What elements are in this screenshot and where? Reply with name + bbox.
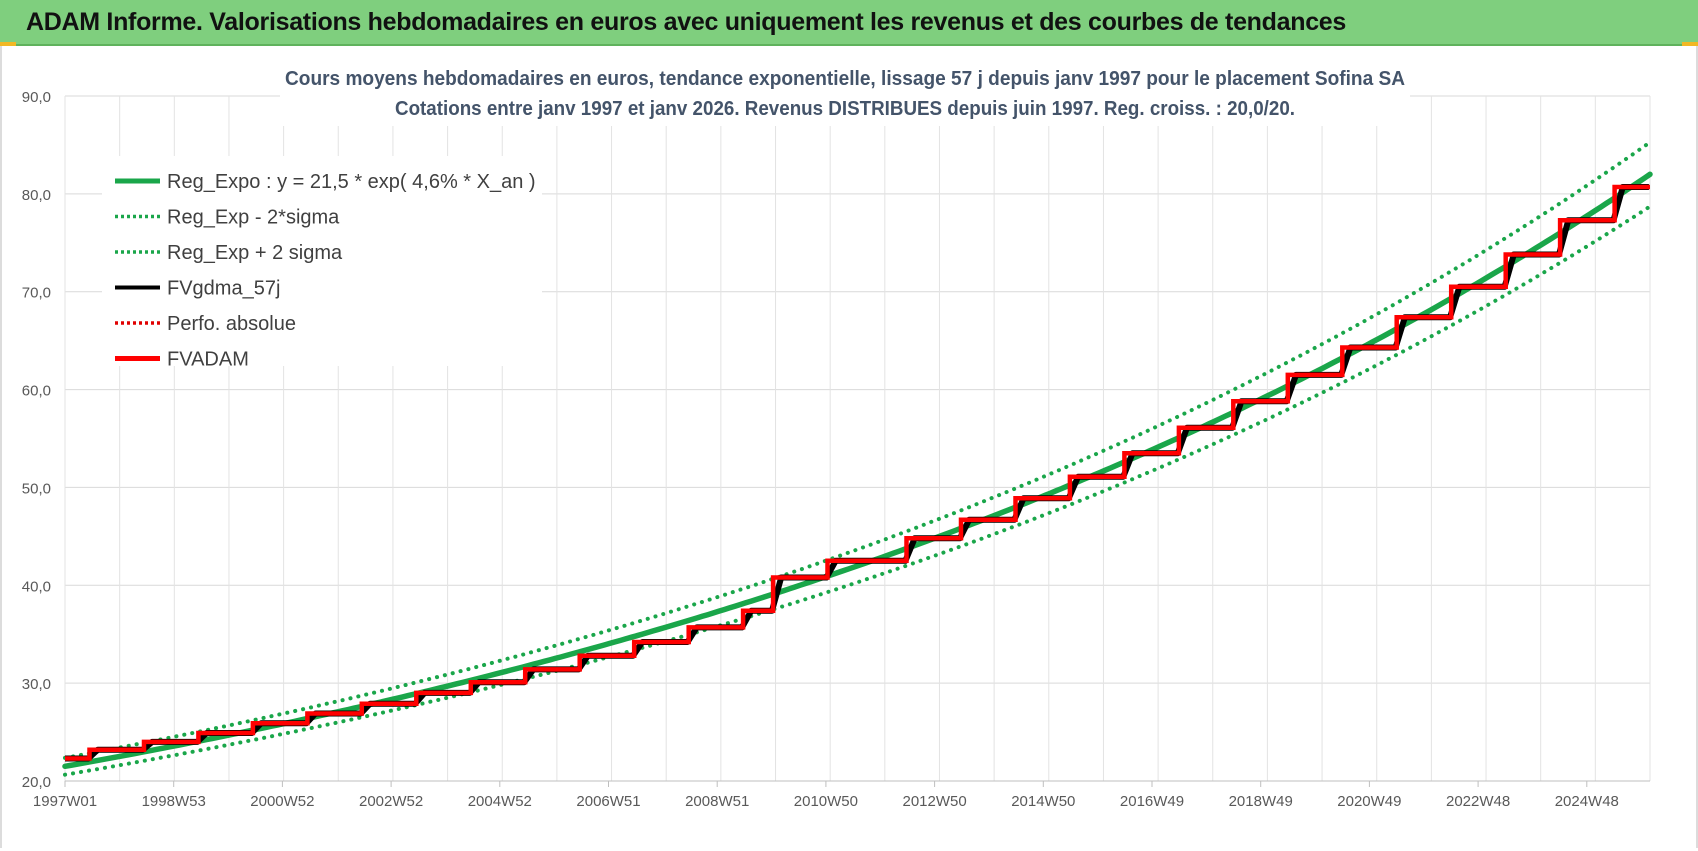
y-tick-label: 30,0 (22, 676, 51, 693)
chart-title-line: Cotations entre janv 1997 et janv 2026. … (395, 98, 1295, 120)
x-tick-label: 2002W52 (359, 793, 423, 810)
x-tick-label: 2010W50 (794, 793, 858, 810)
x-tick-label: 2016W49 (1120, 793, 1184, 810)
legend-item: FVgdma_57j (115, 278, 280, 300)
legend-item: Reg_Exp - 2*sigma (115, 207, 340, 229)
x-tick-label: 2014W50 (1011, 793, 1075, 810)
legend-label: Perfo. absolue (167, 313, 296, 335)
legend-label: Reg_Expo : y = 21,5 * exp( 4,6% * X_an ) (167, 171, 536, 193)
legend: Reg_Expo : y = 21,5 * exp( 4,6% * X_an )… (102, 156, 542, 371)
reg-exp-minus-2sigma-line (63, 204, 1652, 777)
fvadam-line (65, 184, 1650, 761)
legend-label: Reg_Exp - 2*sigma (167, 207, 340, 229)
legend-item: Perfo. absolue (115, 313, 296, 335)
y-tick-label: 20,0 (22, 774, 51, 791)
x-tick-label: 2012W50 (902, 793, 966, 810)
x-tick-label: 2024W48 (1555, 793, 1619, 810)
x-tick-label: 2000W52 (250, 793, 314, 810)
y-tick-label: 70,0 (22, 285, 51, 302)
y-tick-label: 80,0 (22, 187, 51, 204)
x-tick-label: 2018W49 (1229, 793, 1293, 810)
header-bar: ADAM Informe. Valorisations hebdomadaire… (0, 0, 1698, 46)
legend-label: Reg_Exp + 2 sigma (167, 242, 343, 264)
legend-item: Reg_Expo : y = 21,5 * exp( 4,6% * X_an ) (115, 171, 536, 193)
page-title: ADAM Informe. Valorisations hebdomadaire… (26, 8, 1347, 36)
reg-exp-plus-2sigma-line (63, 140, 1652, 760)
chart-title-group: Cours moyens hebdomadaires en euros, ten… (280, 60, 1410, 126)
axes-layer: 20,0 30,0 40,0 50,0 60,0 70,0 80,0 90,0 1997W01 1… (22, 89, 1650, 810)
x-tick-label: 1998W53 (142, 793, 206, 810)
legend-bg (102, 156, 542, 366)
y-tick-label: 90,0 (22, 89, 51, 106)
x-tick-label: 1997W01 (33, 793, 97, 810)
x-tick-label: 2022W48 (1446, 793, 1510, 810)
legend-item: Reg_Exp + 2 sigma (115, 242, 343, 264)
legend-label: FVADAM (167, 349, 249, 371)
y-tick-label: 40,0 (22, 578, 51, 595)
x-tick-label: 2020W49 (1337, 793, 1401, 810)
chart-svg: 20,0 30,0 40,0 50,0 60,0 70,0 80,0 90,0 1997W01 1… (22, 60, 1653, 810)
x-tick-label: 2006W51 (576, 793, 640, 810)
chart-area: 20,0 30,0 40,0 50,0 60,0 70,0 80,0 90,0 1997W01 1… (0, 46, 1698, 848)
x-tick-label: 2004W52 (468, 793, 532, 810)
series-layer (62, 140, 1653, 777)
legend-label: FVgdma_57j (167, 278, 280, 300)
corner-mark-right (1682, 42, 1698, 47)
legend-item: FVADAM (115, 349, 249, 371)
x-tick-label: 2008W51 (685, 793, 749, 810)
corner-mark-left (0, 42, 16, 47)
y-tick-label: 50,0 (22, 480, 51, 497)
y-tick-label: 60,0 (22, 383, 51, 400)
chart-title-line: Cours moyens hebdomadaires en euros, ten… (285, 68, 1405, 90)
chart-title-bg (280, 60, 1410, 126)
